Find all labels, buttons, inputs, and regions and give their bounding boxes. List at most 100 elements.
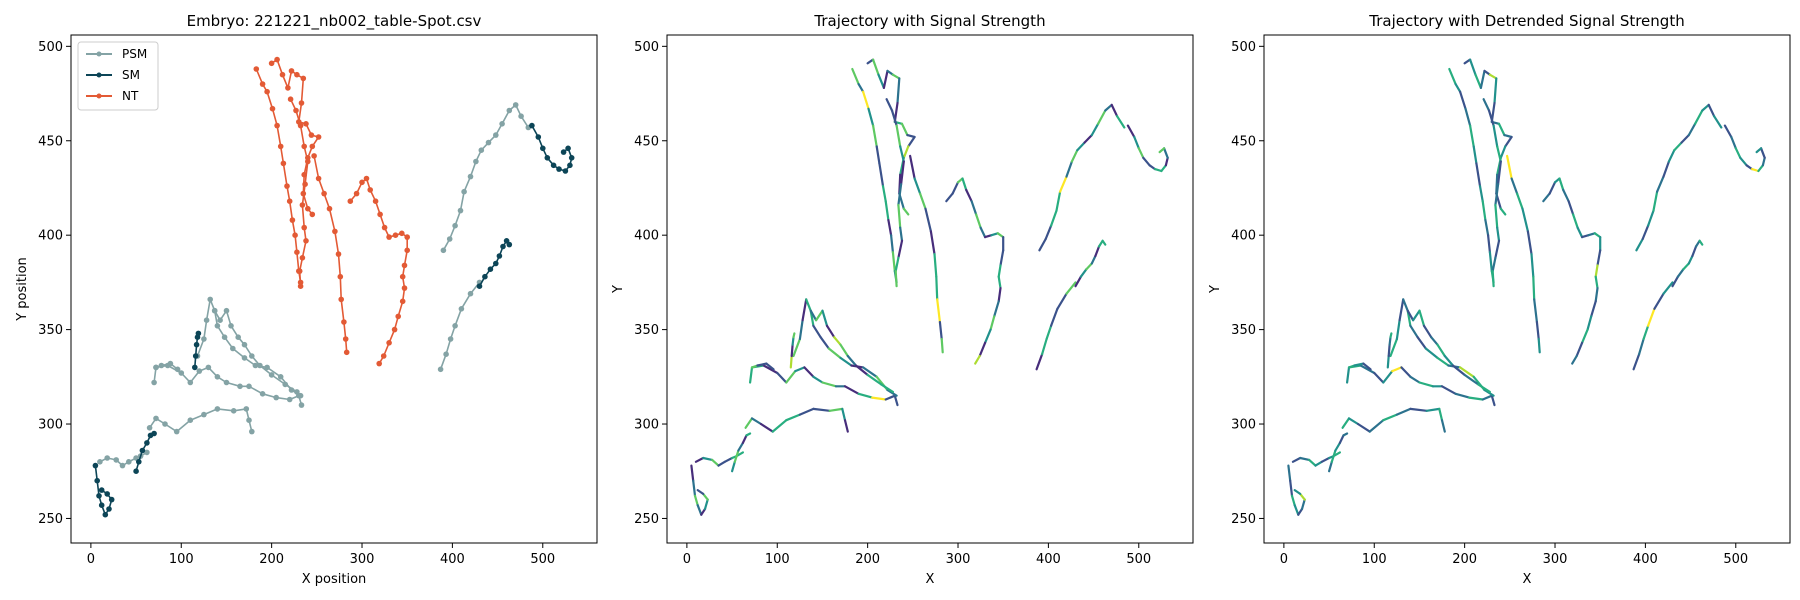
signal-segment [846, 354, 858, 367]
signal-segment [1580, 234, 1590, 239]
signal-segment [1463, 373, 1480, 386]
signal-segment [1320, 456, 1331, 463]
signal-segment [961, 177, 968, 191]
signal-segment [1094, 245, 1101, 258]
track-point-nt [305, 205, 311, 212]
signal-segment [741, 434, 748, 444]
track-point-sm [567, 162, 573, 169]
signal-segment [886, 388, 898, 397]
signal-segment [880, 383, 895, 393]
signal-segment [839, 343, 849, 358]
track-point-sm [529, 122, 535, 129]
signal-segment [690, 464, 695, 482]
signal-segment [1308, 458, 1317, 467]
signal-segment [1090, 254, 1097, 265]
signal-segment [1424, 347, 1439, 359]
signal-segment [1389, 337, 1399, 358]
signal-segment [1368, 419, 1385, 433]
signal-segment [899, 145, 905, 163]
track-point-psm [187, 417, 194, 424]
signal-segment [756, 362, 768, 367]
track-point-nt [285, 85, 291, 91]
signal-segment [1096, 109, 1107, 125]
track-point-nt [367, 187, 374, 193]
y-tick-label: 400 [38, 229, 63, 244]
track-point-sm [102, 511, 109, 518]
signal-segment [1707, 103, 1716, 118]
track-point-psm [217, 317, 223, 324]
signal-segment [1287, 464, 1292, 482]
signal-segment [945, 192, 954, 203]
signal-segment [792, 337, 802, 358]
signal-segment [1035, 353, 1044, 371]
signal-segment [1693, 109, 1704, 125]
legend-box [77, 41, 159, 111]
track-point-psm [259, 391, 266, 397]
signal-segment [1468, 58, 1477, 76]
track-point-sm [98, 487, 105, 493]
x-tick-label: 100 [765, 552, 790, 567]
signal-segment [1575, 341, 1584, 358]
signal-segment [814, 309, 824, 322]
track-point-psm [187, 379, 194, 386]
signal-segment [798, 319, 804, 341]
track-point-nt [401, 262, 408, 269]
y-tick-label: 450 [634, 134, 659, 149]
signal-segment [771, 419, 788, 433]
track-point-psm [174, 366, 181, 373]
signal-segment [841, 407, 847, 422]
track-point-nt [253, 66, 260, 72]
track-point-nt [305, 158, 311, 165]
signal-segment [1314, 460, 1323, 467]
track-point-nt [399, 298, 406, 305]
signal-segment [1074, 275, 1083, 288]
track-point-psm [249, 428, 255, 435]
signal-segment [890, 109, 898, 127]
y-tick-label: 350 [1231, 323, 1256, 338]
signal-segment [1496, 160, 1502, 186]
track-point-psm [282, 381, 289, 388]
track-point-sm [540, 145, 546, 152]
signal-segment [907, 135, 916, 148]
track-point-nt [372, 198, 379, 204]
x-tick-label: 100 [169, 552, 194, 567]
signal-segment [1058, 175, 1068, 193]
signal-segment [1418, 381, 1435, 388]
track-point-nt [386, 340, 392, 346]
track-point-sm [98, 502, 105, 509]
signal-segment [900, 122, 909, 137]
track-point-psm [158, 362, 165, 369]
signal-segment [765, 362, 775, 371]
signal-segment [1341, 417, 1351, 429]
panel-2-yticks: 250 300 350 400 450 500 [634, 40, 667, 527]
signal-segment [935, 275, 939, 301]
signal-segment [812, 407, 831, 412]
track-point-sm [133, 468, 139, 475]
track-point-psm [241, 355, 248, 361]
y-tick-label: 500 [1231, 40, 1256, 55]
signal-segment [983, 234, 993, 239]
track-point-sm [144, 440, 150, 446]
signal-segment [1496, 226, 1501, 242]
signal-segment [1494, 183, 1500, 207]
track-point-psm [249, 353, 255, 359]
signal-segment [1596, 249, 1602, 267]
signal-segment [1162, 147, 1169, 159]
track-point-sm [496, 253, 503, 259]
track-point-psm [446, 236, 453, 242]
signal-segment [711, 458, 720, 467]
signal-segment [889, 234, 895, 254]
signal-segment [1475, 162, 1482, 188]
track-point-psm [214, 406, 221, 412]
signal-segment [1299, 456, 1311, 461]
signal-segment [1750, 168, 1760, 173]
signal-segment [1076, 141, 1086, 152]
signal-segment [702, 492, 709, 501]
track-point-nt [404, 234, 411, 240]
y-tick-label: 450 [1231, 134, 1256, 149]
x-tick-label: 100 [1362, 552, 1387, 567]
signal-segment [1338, 434, 1345, 444]
signal-segment [871, 396, 887, 401]
track-point-nt [301, 143, 308, 150]
